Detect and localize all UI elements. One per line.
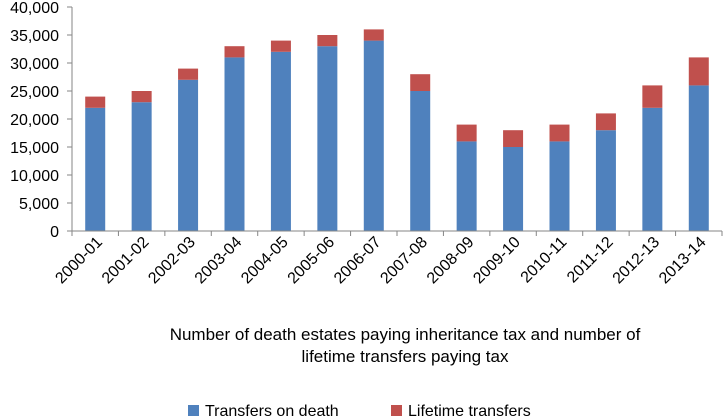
bar-lifetime-transfers-2010-11 (549, 124, 570, 142)
bar-lifetime-transfers-2003-04 (224, 46, 245, 58)
x-tick-label: 2004-05 (238, 234, 292, 288)
x-tick-label: 2009-10 (470, 234, 524, 288)
x-tick-label: 2008-09 (424, 234, 478, 288)
x-tick-label: 2001-02 (99, 234, 153, 288)
y-tick-label: 5,000 (19, 196, 59, 213)
x-tick-label: 2011-12 (564, 234, 617, 287)
bar-lifetime-transfers-2007-08 (410, 74, 431, 91)
y-tick-label: 20,000 (10, 112, 59, 129)
bar-lifetime-transfers-2002-03 (178, 68, 199, 80)
bar-lifetime-transfers-2005-06 (317, 35, 338, 47)
bar-lifetime-transfers-2013-14 (688, 57, 709, 86)
bars (85, 29, 709, 232)
bar-transfers-on-death-2003-04 (224, 57, 245, 232)
x-tick-label: 2002-03 (145, 234, 199, 288)
bar-transfers-on-death-2009-10 (503, 147, 524, 231)
x-tick-label: 2013-14 (656, 234, 710, 288)
bar-transfers-on-death-2004-05 (270, 51, 291, 231)
x-axis-title-line-2: lifetime transfers paying tax (302, 347, 509, 366)
x-tick-label: 2010-11 (518, 234, 571, 287)
bar-lifetime-transfers-2000-01 (85, 96, 106, 108)
bar-transfers-on-death-2010-11 (549, 141, 570, 231)
bar-transfers-on-death-2008-09 (456, 141, 477, 231)
bar-lifetime-transfers-2008-09 (456, 124, 477, 142)
x-tick-label: 2006-07 (331, 234, 385, 288)
bar-transfers-on-death-2002-03 (178, 79, 199, 231)
legend-swatch-lifetime-transfers (391, 405, 402, 416)
bar-lifetime-transfers-2004-05 (270, 40, 291, 52)
y-tick-label: 0 (50, 224, 59, 241)
x-tick-label: 2003-04 (192, 234, 246, 288)
bar-lifetime-transfers-2012-13 (642, 85, 663, 108)
bar-transfers-on-death-2007-08 (410, 91, 431, 231)
legend-swatch-transfers-on-death (188, 405, 199, 416)
bar-transfers-on-death-2000-01 (85, 107, 106, 231)
y-axis: 0 5,000 10,000 15,000 20,000 25,000 30,000 35,0… (10, 0, 73, 241)
bar-transfers-on-death-2012-13 (642, 107, 663, 231)
bar-transfers-on-death-2005-06 (317, 46, 338, 232)
bar-transfers-on-death-2013-14 (688, 85, 709, 232)
x-tick-label: 2005-06 (285, 234, 339, 288)
x-tick-label: 2007-08 (378, 234, 432, 288)
legend-label-lifetime-transfers: Lifetime transfers (408, 403, 531, 419)
y-tick-label: 40,000 (10, 0, 59, 17)
x-axis-title-line-1: Number of death estates paying inheritan… (170, 325, 641, 344)
legend: Transfers on death Lifetime transfers (188, 403, 531, 419)
y-tick-label: 35,000 (10, 28, 59, 45)
bar-lifetime-transfers-2001-02 (131, 91, 152, 103)
x-tick-label: 2012-13 (610, 234, 664, 288)
bar-transfers-on-death-2006-07 (363, 40, 384, 231)
y-tick-label: 10,000 (10, 168, 59, 185)
y-tick-label: 15,000 (10, 140, 59, 157)
x-axis: 2000-012001-022002-032003-042004-052005-… (53, 230, 723, 288)
bar-transfers-on-death-2011-12 (595, 130, 616, 231)
x-tick-label: 2000-01 (53, 234, 107, 288)
bar-transfers-on-death-2001-02 (131, 102, 152, 231)
y-tick-label: 30,000 (10, 56, 59, 73)
bar-lifetime-transfers-2006-07 (363, 29, 384, 41)
legend-label-transfers-on-death: Transfers on death (205, 403, 339, 419)
bar-lifetime-transfers-2009-10 (503, 130, 524, 147)
y-tick-label: 25,000 (10, 84, 59, 101)
bar-lifetime-transfers-2011-12 (595, 113, 616, 131)
